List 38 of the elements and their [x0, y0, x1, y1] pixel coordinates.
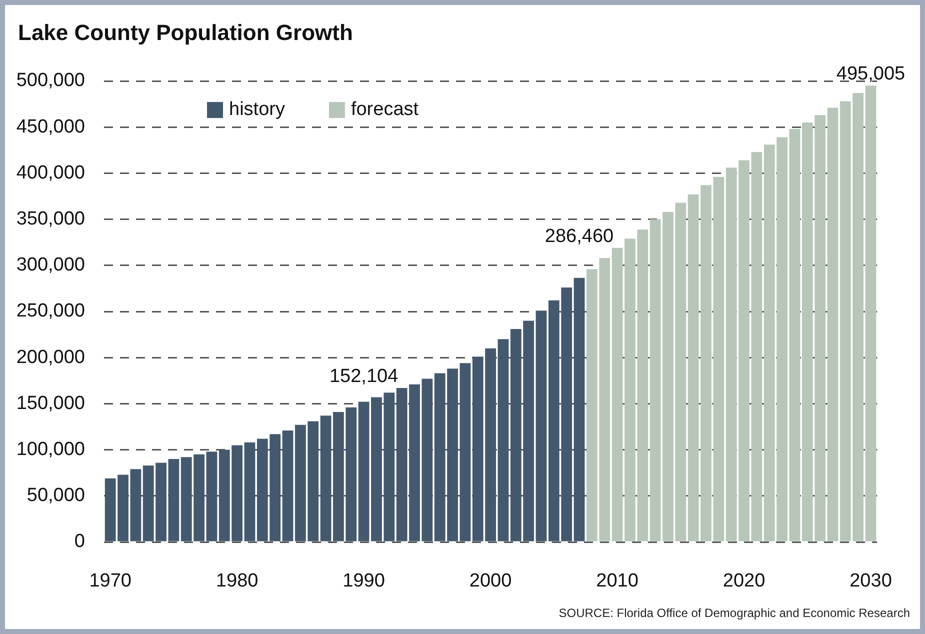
bar [206, 452, 218, 542]
x-tick-label: 1990 [342, 570, 385, 592]
y-tick-label: 0 [74, 531, 85, 552]
y-tick-label: 200,000 [16, 346, 85, 368]
x-tick-label: 2030 [850, 570, 892, 592]
bar [498, 339, 509, 542]
x-tick-label: 1980 [216, 570, 258, 592]
bar [612, 248, 623, 542]
legend-label: history [229, 99, 286, 120]
y-tick-label: 500,000 [16, 70, 85, 92]
bar [574, 278, 585, 542]
y-tick-label: 100,000 [16, 439, 85, 460]
bar [168, 459, 180, 542]
x-tick-label: 2020 [722, 570, 766, 592]
bar [827, 108, 838, 542]
y-tick-label: 400,000 [16, 162, 85, 184]
data-label: 286,460 [544, 226, 614, 247]
data-label: 495,005 [836, 64, 906, 85]
bar [244, 442, 256, 542]
x-tick-label: 2000 [469, 570, 512, 592]
y-tick-label: 350,000 [16, 208, 85, 230]
source-note: SOURCE: Florida Office of Demographic and Economic Research [558, 606, 910, 620]
data-label: 152,104 [329, 366, 399, 388]
y-tick-label: 300,000 [16, 254, 85, 276]
bar [460, 363, 471, 542]
bar [789, 128, 800, 542]
bar [320, 416, 332, 542]
y-tick-label: 150,000 [16, 392, 85, 414]
y-tick-label: 450,000 [16, 116, 85, 138]
y-tick-label: 50,000 [26, 485, 85, 506]
bar [536, 310, 547, 542]
x-tick-label: 1970 [89, 570, 132, 592]
y-tick-label: 250,000 [16, 300, 85, 322]
bar [282, 430, 294, 542]
chart-title: Lake County Population Growth [18, 20, 353, 45]
bar [865, 86, 876, 542]
x-tick-label: 2010 [596, 570, 638, 592]
legend-label: forecast [350, 99, 420, 120]
